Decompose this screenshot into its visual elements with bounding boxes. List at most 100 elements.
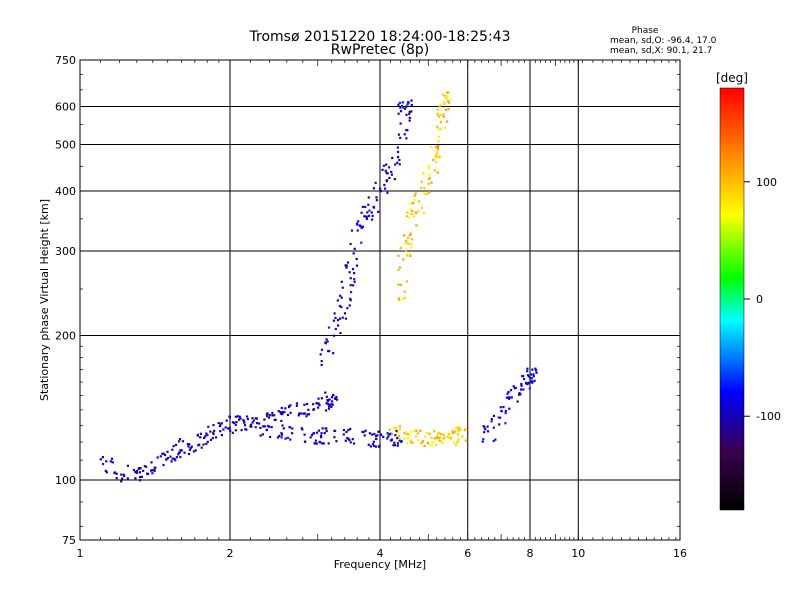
scatter-point <box>206 440 209 443</box>
scatter-point <box>534 369 538 372</box>
scatter-point <box>234 429 237 432</box>
scatter-point <box>303 403 306 406</box>
scatter-point <box>186 443 189 446</box>
scatter-point <box>397 254 400 257</box>
colorbar-tick-label: 0 <box>756 293 763 306</box>
scatter-point <box>432 158 435 161</box>
scatter-point <box>398 434 401 438</box>
scatter-point <box>246 415 249 418</box>
colorbar-tick-label: 100 <box>756 176 777 189</box>
scatter-point <box>444 126 447 129</box>
scatter-point <box>335 440 338 443</box>
scatter-point <box>436 148 439 151</box>
scatter-point <box>365 217 369 220</box>
scatter-point <box>376 434 379 437</box>
scatter-point <box>227 427 230 430</box>
y-axis-ticks: 75 100 200 300 400 500 600 750 <box>55 54 76 547</box>
scatter-point <box>502 405 505 409</box>
scatter-point <box>414 192 417 195</box>
scatter-point <box>399 122 402 125</box>
scatter-point <box>345 266 348 269</box>
scatter-point <box>407 242 410 245</box>
scatter-point <box>289 438 292 441</box>
scatter-point <box>276 436 280 439</box>
scatter-point <box>398 425 402 428</box>
scatter-point <box>444 108 447 111</box>
scatter-point <box>413 194 416 197</box>
scatter-point <box>301 428 304 431</box>
scatter-point <box>349 427 352 431</box>
scatter-point <box>333 436 336 439</box>
scatter-point <box>533 379 536 382</box>
scatter-point <box>174 443 178 447</box>
scatter-point <box>413 199 416 202</box>
scatter-point <box>451 431 454 435</box>
scatter-point <box>407 216 411 219</box>
scatter-point <box>120 477 124 480</box>
scatter-point <box>393 441 396 444</box>
scatter-point <box>457 438 460 441</box>
scatter-point <box>344 439 347 442</box>
scatter-point <box>214 436 218 439</box>
scatter-point <box>169 455 172 458</box>
scatter-point <box>364 429 367 432</box>
scatter-point <box>371 218 374 221</box>
scatter-point <box>138 476 142 479</box>
scatter-point <box>405 105 408 108</box>
scatter-point <box>409 254 412 258</box>
scatter-point <box>126 464 130 467</box>
scatter-point <box>228 426 231 429</box>
scatter-point <box>440 113 443 117</box>
scatter-point <box>352 442 356 445</box>
scatter-point <box>398 437 401 440</box>
scatter-point <box>238 415 241 418</box>
scatter-point <box>350 229 354 232</box>
colorbar <box>719 87 745 511</box>
scatter-point <box>400 440 403 443</box>
scatter-point <box>420 441 423 445</box>
scatter-point <box>438 155 441 159</box>
scatter-point <box>464 427 467 430</box>
scatter-point <box>177 440 181 443</box>
scatter-point <box>315 442 318 445</box>
scatter-point <box>406 254 409 257</box>
scatter-point <box>430 444 433 447</box>
scatter-point <box>297 414 300 417</box>
scatter-point <box>249 425 252 428</box>
x-axis-ticks: 1 2 4 6 8 10 16 <box>77 547 688 560</box>
scatter-point <box>486 430 490 433</box>
scatter-point <box>109 460 112 463</box>
scatter-point <box>171 457 174 460</box>
scatter-point <box>406 236 410 239</box>
scatter-point <box>280 419 283 423</box>
scatter-point <box>430 181 433 184</box>
scatter-point <box>105 471 108 474</box>
scatter-point <box>440 440 443 443</box>
scatter-point <box>370 433 374 436</box>
scatter-point <box>333 429 336 433</box>
scatter-point <box>526 370 529 373</box>
scatter-point <box>336 299 339 302</box>
scatter-point <box>194 449 197 452</box>
scatter-point <box>349 291 353 294</box>
scatter-point <box>206 433 209 437</box>
scatter-point <box>526 367 529 370</box>
scatter-point <box>410 99 413 102</box>
scatter-point <box>349 299 352 302</box>
scatter-point <box>483 426 486 429</box>
scatter-point <box>349 277 352 280</box>
scatter-point <box>434 156 438 159</box>
scatter-point <box>435 145 438 149</box>
scatter-point <box>437 140 440 143</box>
scatter-point <box>390 438 394 441</box>
scatter-point <box>249 423 253 426</box>
scatter-point <box>330 405 333 408</box>
scatter-point <box>259 426 262 429</box>
scatter-point <box>284 407 287 410</box>
scatter-point <box>174 459 177 462</box>
scatter-point <box>142 469 145 472</box>
scatter-point <box>173 457 176 461</box>
scatter-point <box>374 434 378 437</box>
scatter-point <box>498 423 501 426</box>
scatter-point <box>135 471 139 474</box>
